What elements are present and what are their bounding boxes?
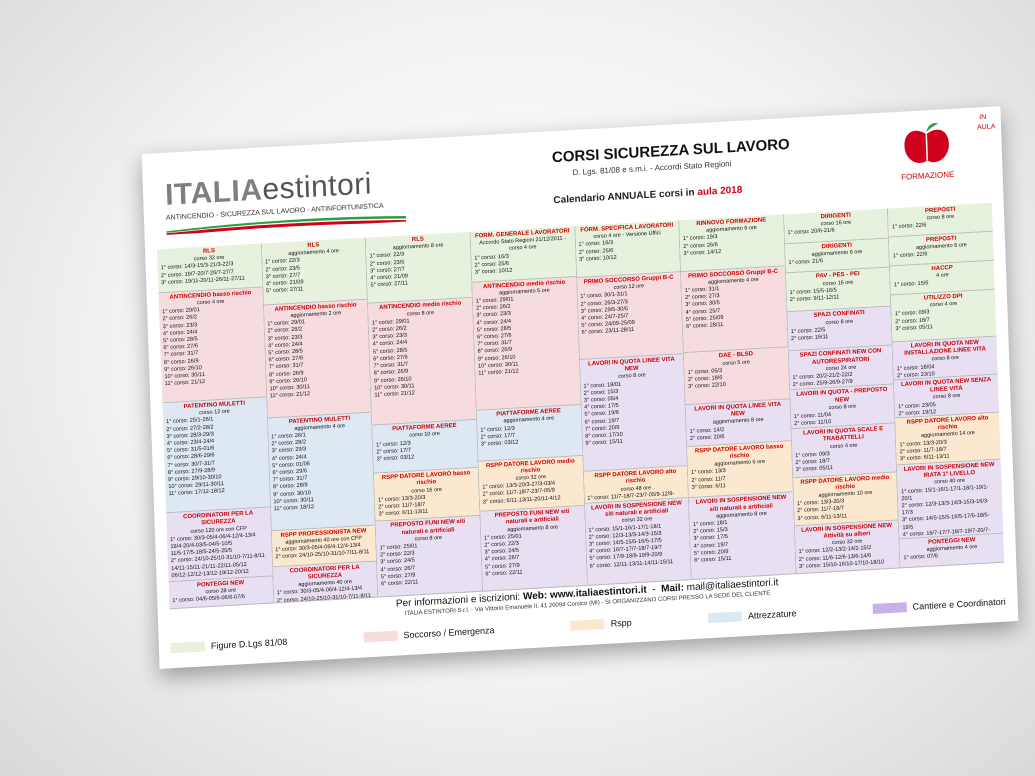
course-cell: RSPP DATORE LAVORO basso rischio aggiorna… [687, 441, 793, 499]
course-cell: PIATTAFORME AEREE corso 10 ore 1° corso: 1… [372, 420, 478, 474]
legend-label: Soccorso / Emergenza [403, 625, 495, 641]
course-cell: RSPP DATORE LAVORO basso rischio corso 16… [374, 468, 480, 522]
course-cell: ANTINCENDIO medio rischio corso 8 ore 1° c… [368, 298, 476, 426]
course-cell: UTILIZZO DPI corso 4 ore 1° corso: 09/3 2° … [891, 289, 997, 343]
course-cell: LAVORI IN SOSPENSIONE NEW IRATA 1° LIVEL… [897, 459, 1004, 540]
course-column: FORM. GENERALE LAVORATORI Accordo Stato R… [470, 226, 588, 592]
legend-label: Attrezzature [747, 608, 797, 621]
course-cell: PATENTINO MULETTI corso 12 ore 1° corso: 2… [162, 397, 270, 514]
calendar-highlight: aula 2018 [697, 184, 743, 199]
course-cell: LAVORI IN QUOTA - PREPOSTO NEW corso 8 or… [789, 384, 895, 430]
legend-swatch [570, 618, 605, 631]
calendar-sheet: ITALIAestintori ANTINCENDIO - SICUREZZA … [141, 106, 1019, 669]
legend-swatch [363, 630, 398, 643]
course-cell: RINNOVO FORMAZIONE aggiornamento 6 ore 1° … [679, 214, 785, 272]
course-cell: PONTEGGI NEW corso 28 ore 1° corso: 04/6-0… [168, 576, 274, 610]
course-cell: LAVORI IN QUOTA LINEE VITA NEW aggiorname… [685, 399, 791, 447]
flag-swoosh-icon [166, 215, 407, 235]
course-cell: RSPP DATORE LAVORO medio rischio aggiorna… [792, 471, 899, 526]
course-cell: RLS aggiornamento 8 ore 1° corso: 22/3 2° c… [365, 231, 472, 305]
legend-swatch [872, 602, 907, 615]
course-cell: LAVORI IN SOSPENSIONE NEW Attività su al… [794, 520, 900, 575]
course-cell: LAVORI IN SOSPENSIONE NEW siti naturali … [689, 492, 796, 581]
sheet-header: ITALIAestintori ANTINCENDIO - SICUREZZA … [142, 106, 1004, 244]
course-column: RINNOVO FORMAZIONE aggiornamento 6 ore 1° … [679, 214, 797, 581]
course-cell: RSPP DATORE LAVORO alto rischio aggiornam… [895, 412, 1001, 466]
course-cell: LAVORI IN SOSPENSIONE NEW siti naturali … [584, 498, 691, 586]
course-cell: RLS corso 32 ore 1° corso: 14/3-15/3-21/3-… [157, 243, 263, 294]
course-cell: RLS aggiornamento 4 ore 1° corso: 22/3 2° c… [261, 237, 368, 306]
legend-swatch [170, 641, 206, 654]
course-cell: RSPP PROFESSIONISTA NEW aggiornamento 40 … [271, 525, 377, 568]
course-cell: PRIMO SOCCORSO Gruppi B-C aggiornamento 4… [681, 266, 788, 354]
course-column: RLS aggiornamento 4 ore 1° corso: 22/3 2° c… [261, 237, 379, 604]
course-cell: PAV - PES - PEI corso 16 ore 1° corso: 15/… [785, 267, 891, 313]
course-cell: LAVORI IN QUOTA SCALE E TRABATTELLI corso… [791, 423, 897, 478]
brand-label: FORMAZIONE [900, 169, 955, 182]
course-column: RLS corso 32 ore 1° corso: 14/3-15/3-21/3-… [157, 243, 275, 610]
course-cell: PIATTAFORME AEREE aggiornamento 4 ore 1° c… [476, 405, 582, 462]
course-cell: LAVORI IN QUOTA LINEE VITA NEW corso 8 or… [579, 354, 687, 473]
course-cell: ANTINCENDIO basso rischio corso 4 ore 1° c… [158, 287, 266, 404]
course-cell: RSPP DATORE LAVORO medio rischio corso 32… [478, 455, 584, 512]
legend-label: Figure D.Lgs 81/08 [210, 636, 288, 652]
course-cell: FORM. GENERALE LAVORATORI Accordo Stato R… [470, 226, 576, 283]
legend-swatch [707, 611, 743, 624]
course-cell: SPAZI CONFINATI corso 8 ore 1° corso: 22/5… [787, 306, 893, 352]
book-apple-icon [904, 123, 949, 163]
calendar-prefix: Calendario ANNUALE corsi in [553, 187, 695, 207]
legend-label: Rspp [610, 617, 632, 629]
course-cell: PREPOSTO FUNI NEW siti naturali e artifi… [375, 516, 482, 598]
calendar-label: Calendario ANNUALE corsi in aula 2018 [553, 185, 742, 207]
course-column: FORM. SPECIFICA LAVORATORI corso 4 ore - … [574, 220, 692, 586]
course-cell: PONTEGGI NEW aggiornamento 4 ore 1° corso:… [899, 533, 1005, 569]
formazione-brand: FORMAZIONE [893, 118, 961, 182]
legend-item: Cantiere e Coordinatori [872, 596, 1006, 615]
course-column: DIRIGENTI corso 16 ore 1° corso: 20/6-21/6… [783, 208, 901, 575]
web-label: Web: [522, 590, 548, 603]
legend-item: Figure D.Lgs 81/08 [170, 636, 288, 654]
course-cell: DAE - BLSD corso 5 ore 1° corso: 05/3 2° co… [683, 347, 790, 406]
course-grid: RLS corso 32 ore 1° corso: 14/3-15/3-21/3-… [157, 202, 1005, 610]
course-cell: PATENTINO MULETTI aggiornamento 4 ore 1° c… [267, 412, 375, 531]
course-cell: ANTINCENDIO basso rischio aggiornamento 2… [263, 299, 372, 419]
course-cell: SPAZI CONFINATI NEW CON AUTORESPIRATORI c… [788, 345, 894, 391]
course-column: PREPOSTI corso 8 ore 1° corso: 22/6 PREPOST… [888, 202, 1005, 569]
course-cell: COORDINATORI PER LA SICUREZZA aggiornamen… [272, 561, 378, 604]
legend-item: Soccorso / Emergenza [363, 625, 495, 643]
logo-brand: ITALIA [164, 173, 263, 212]
course-cell: LAVORI IN QUOTA NEW INSTALLAZIONE LINEE … [892, 336, 998, 381]
course-column: RLS aggiornamento 8 ore 1° corso: 22/3 2° c… [365, 231, 483, 598]
legend-item: Attrezzature [707, 608, 797, 624]
legend-label: Cantiere e Coordinatori [912, 596, 1006, 612]
side-label: IN AULA [976, 113, 996, 132]
course-cell: COORDINATORI PER LA SICUREZZA corso 120 o… [166, 507, 273, 583]
course-cell: ANTINCENDIO medio rischio aggiornamento 5… [472, 276, 581, 411]
course-cell: LAVORI IN QUOTA NEW SENZA LINEE VITA cors… [894, 374, 1000, 419]
mail-label: Mail: [660, 582, 685, 595]
course-cell: PREPOSTO FUNI NEW siti naturali e artifi… [480, 506, 587, 592]
logo-suffix: estintori [261, 167, 373, 207]
legend-item: Rspp [570, 617, 632, 631]
course-cell: PRIMO SOCCORSO Gruppi B-C corso 12 ore 1° … [576, 272, 684, 360]
course-cell: FORM. SPECIFICA LAVORATORI corso 4 ore - … [574, 220, 681, 278]
